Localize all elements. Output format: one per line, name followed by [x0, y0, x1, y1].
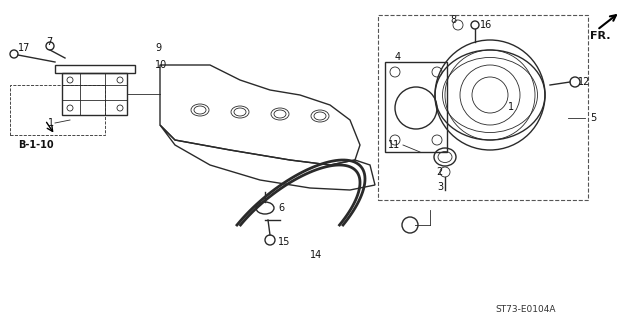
Text: 15: 15 — [278, 237, 290, 247]
Text: 12: 12 — [578, 77, 590, 87]
Text: 10: 10 — [155, 60, 168, 70]
Bar — [378, 15, 588, 200]
Text: 2: 2 — [436, 167, 442, 177]
Text: 5: 5 — [590, 113, 596, 123]
Bar — [55, 65, 135, 73]
Text: 1: 1 — [48, 118, 54, 128]
Text: 17: 17 — [18, 43, 31, 53]
Bar — [385, 62, 447, 152]
Text: 8: 8 — [450, 15, 456, 25]
Text: B-1-10: B-1-10 — [18, 140, 54, 150]
Text: 6: 6 — [278, 203, 284, 213]
Text: 16: 16 — [480, 20, 492, 30]
Bar — [62, 73, 127, 115]
Text: ST73-E0104A: ST73-E0104A — [495, 306, 555, 315]
Text: 14: 14 — [310, 250, 322, 260]
Text: 11: 11 — [388, 140, 400, 150]
Text: 1: 1 — [508, 102, 514, 112]
Text: 9: 9 — [155, 43, 161, 53]
Text: 7: 7 — [46, 37, 52, 47]
Text: 3: 3 — [437, 182, 443, 192]
Text: 4: 4 — [395, 52, 401, 62]
Bar — [10, 85, 105, 135]
Text: FR.: FR. — [590, 31, 610, 41]
